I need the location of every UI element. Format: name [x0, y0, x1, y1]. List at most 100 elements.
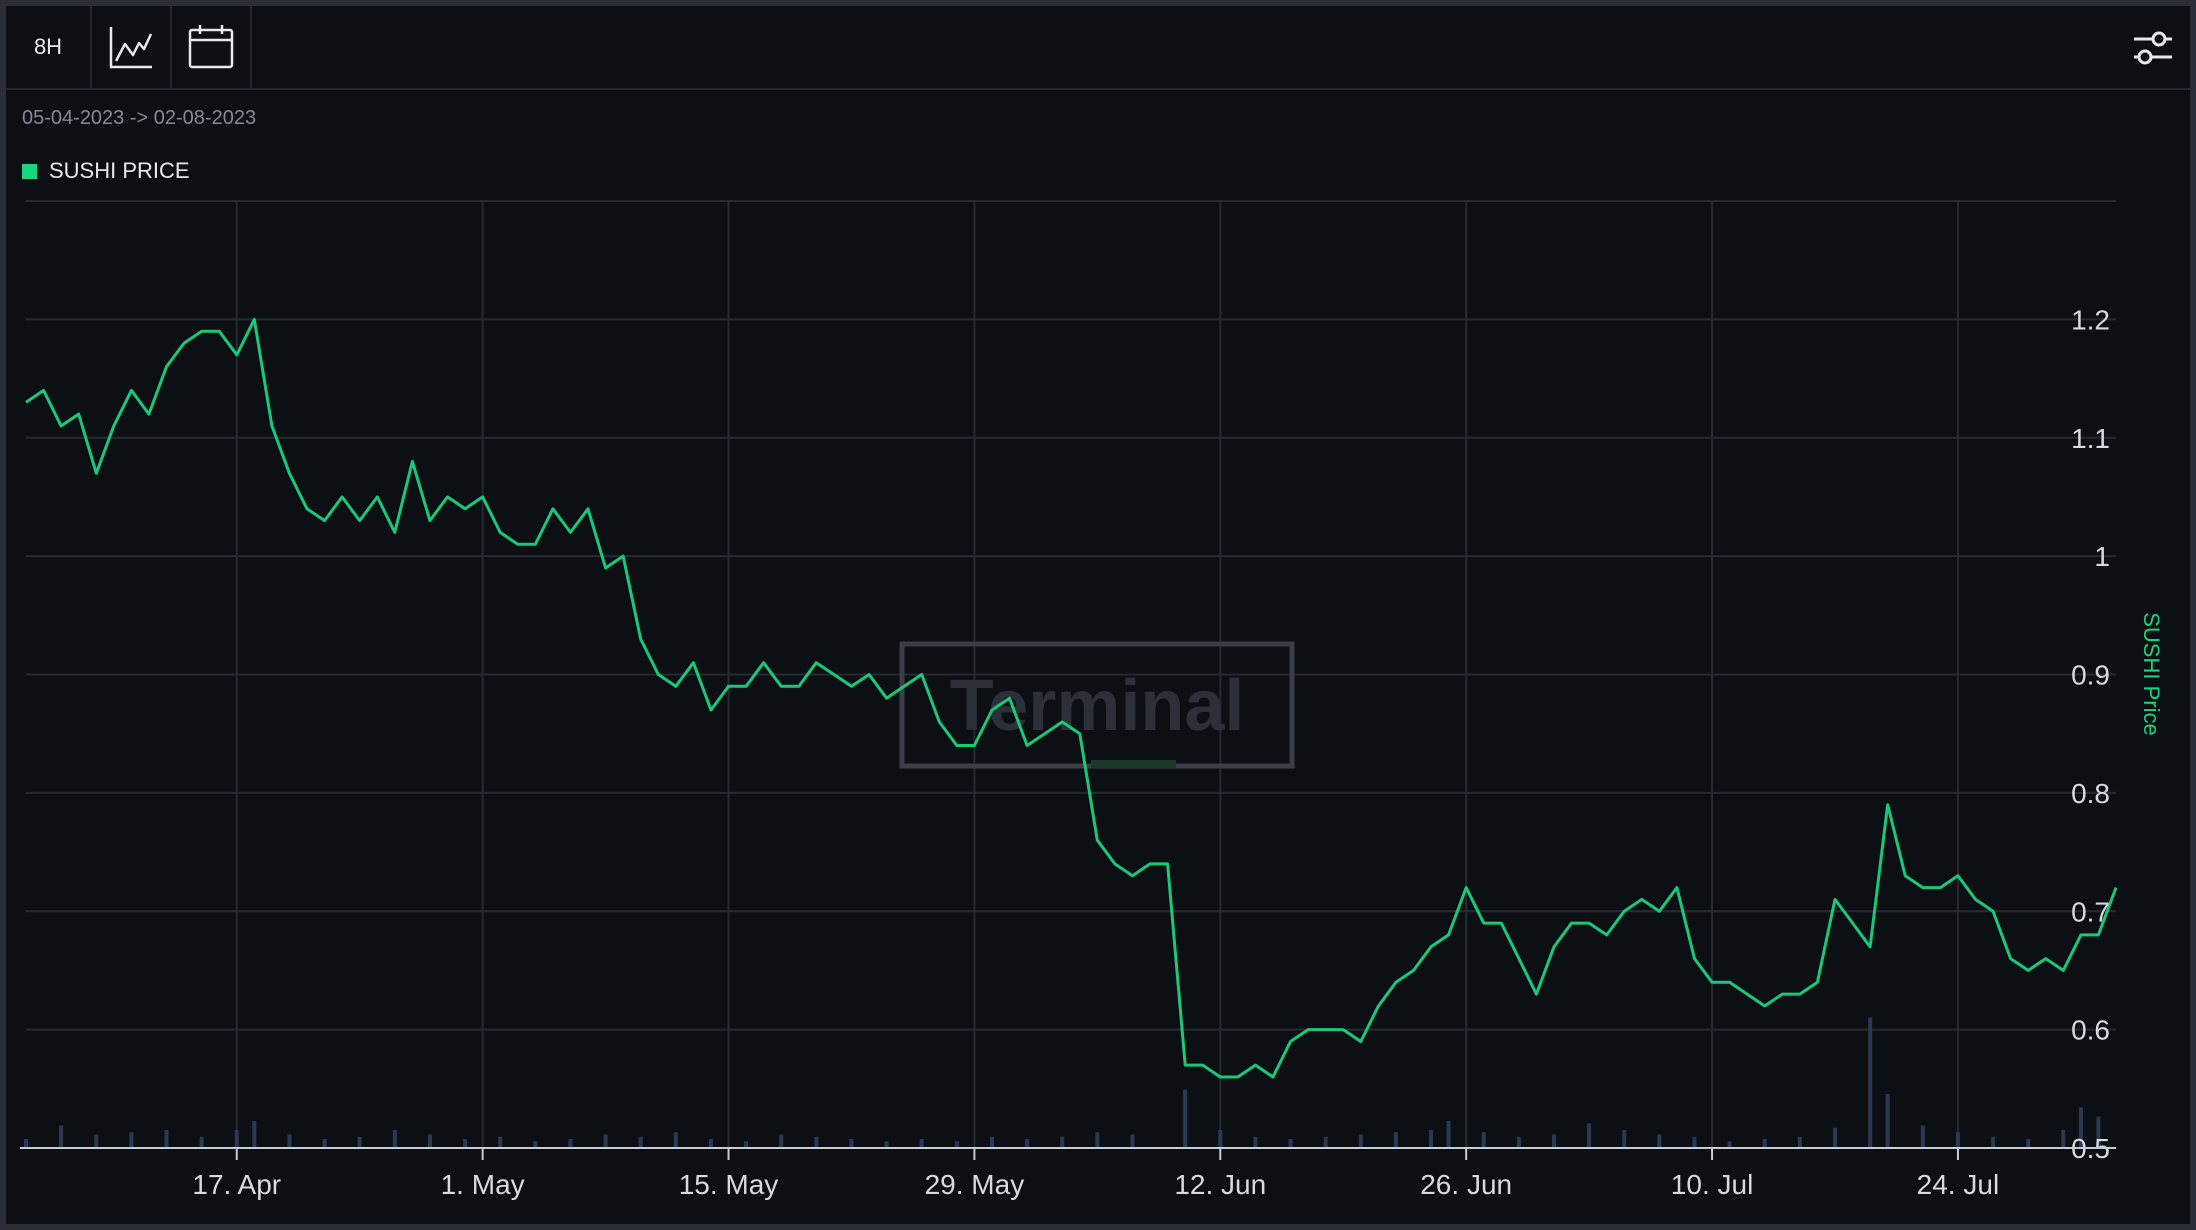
volume-bar: [1253, 1136, 1258, 1148]
volume-bar: [1955, 1132, 1960, 1148]
volume-bar: [322, 1139, 327, 1148]
x-tick-label: 12. Jun: [1174, 1169, 1266, 1200]
volume-bar: [1727, 1141, 1732, 1148]
interval-button[interactable]: 8H: [6, 6, 92, 88]
y-tick-label: 0.7: [2071, 896, 2110, 927]
price-line: [25, 317, 2118, 1079]
y-tick-label: 1.1: [2071, 423, 2110, 454]
volume-bar: [568, 1139, 573, 1148]
volume-bar: [849, 1139, 854, 1148]
legend-swatch: [22, 163, 37, 179]
volume-bar: [427, 1134, 432, 1148]
interval-label: 8H: [33, 34, 63, 59]
volume-bars: [24, 1017, 2101, 1148]
volume-bar: [1288, 1139, 1293, 1148]
chart-panel: 8H 05-04-2023 -> 02-08-2023: [6, 6, 2190, 1224]
volume-bar: [129, 1132, 134, 1148]
calendar-icon: [188, 25, 234, 69]
volume-bar: [1095, 1132, 1100, 1148]
x-tick-label: 24. Jul: [1917, 1169, 2000, 1200]
chart-toolbar: 8H: [6, 6, 2190, 90]
volume-bar: [357, 1136, 362, 1148]
volume-bar: [1832, 1127, 1837, 1148]
volume-bar: [1657, 1134, 1662, 1148]
y-tick-label: 0.9: [2071, 660, 2110, 691]
volume-bar: [199, 1136, 204, 1148]
volume-bar: [1920, 1125, 1925, 1148]
volume-bar: [1762, 1139, 1767, 1148]
volume-bar: [252, 1121, 257, 1148]
date-range-label: 05-04-2023 -> 02-08-2023: [22, 107, 257, 129]
volume-bar: [1481, 1132, 1486, 1148]
chart-settings-button[interactable]: [2132, 28, 2172, 68]
volume-bar: [1622, 1130, 1627, 1148]
y-tick-label: 0.6: [2071, 1015, 2110, 1046]
line-chart-icon: [109, 27, 153, 69]
volume-bar: [2078, 1107, 2083, 1148]
x-tick-label: 1. May: [441, 1169, 525, 1200]
volume-bar: [1060, 1136, 1065, 1148]
volume-bar: [638, 1136, 643, 1148]
price-line-layer: [25, 317, 2118, 1079]
y-tick-label: 0.8: [2071, 778, 2110, 809]
volume-bar: [463, 1139, 468, 1148]
chart-grid: [26, 200, 2116, 1148]
volume-bar: [779, 1134, 784, 1148]
sliders-icon: [2134, 31, 2172, 65]
volume-bar: [673, 1132, 678, 1148]
legend-label: SUSHI PRICE: [49, 158, 190, 183]
volume-bar: [234, 1130, 239, 1148]
volume-bar: [744, 1141, 749, 1148]
volume-bar: [392, 1130, 397, 1148]
volume-bar: [94, 1134, 99, 1148]
volume-bar: [1429, 1130, 1434, 1148]
volume-bar: [1323, 1136, 1328, 1148]
x-tick-label: 17. Apr: [192, 1169, 281, 1200]
volume-bar: [164, 1130, 169, 1148]
volume-bar: [1516, 1136, 1521, 1148]
x-tick-label: 10. Jul: [1671, 1169, 1754, 1200]
volume-bar: [603, 1134, 608, 1148]
volume-bar: [1692, 1136, 1697, 1148]
volume-bar: [954, 1141, 959, 1148]
volume-bar: [989, 1136, 994, 1148]
volume-bar: [1218, 1130, 1223, 1148]
volume-bar: [1393, 1132, 1398, 1148]
volume-bar: [1130, 1134, 1135, 1148]
watermark: Terminal: [899, 641, 1295, 769]
volume-bar: [2096, 1116, 2101, 1148]
volume-bar: [1587, 1123, 1592, 1148]
volume-bar: [498, 1136, 503, 1148]
volume-bar: [533, 1141, 538, 1148]
volume-bar: [814, 1136, 819, 1148]
chart-type-button[interactable]: [92, 6, 172, 88]
y-tick-label: 1: [2094, 541, 2110, 572]
volume-bar: [1551, 1134, 1556, 1148]
y-axis-label: SUSHI Price: [2139, 612, 2164, 735]
chart-legend[interactable]: SUSHI PRICE: [22, 158, 190, 184]
volume-bar: [708, 1139, 713, 1148]
volume-bar: [1183, 1089, 1188, 1148]
x-tick-label: 29. May: [925, 1169, 1025, 1200]
volume-bar: [1885, 1094, 1890, 1148]
x-tick-label: 26. Jun: [1420, 1169, 1512, 1200]
volume-bar: [1358, 1134, 1363, 1148]
x-axis: 17. Apr 1. May 15. May 29. May 12. Jun 26. Ju…: [20, 1147, 2116, 1200]
volume-bar: [287, 1134, 292, 1148]
watermark-accent: [1091, 760, 1176, 768]
y-tick-label: 1.2: [2071, 304, 2110, 335]
volume-bar: [884, 1141, 889, 1148]
volume-bar: [1868, 1017, 1873, 1148]
volume-bar: [2026, 1139, 2031, 1148]
volume-bar: [919, 1139, 924, 1148]
price-chart[interactable]: Terminal 0.50.60.70.80.911.11.2 17. Apr 1…: [6, 6, 2190, 1224]
volume-bar: [59, 1125, 64, 1148]
y-axis: 0.50.60.70.80.911.11.2: [2071, 304, 2110, 1164]
volume-bar: [2061, 1130, 2066, 1148]
volume-bar: [24, 1139, 28, 1148]
volume-bar: [1446, 1121, 1451, 1148]
volume-bar: [1025, 1139, 1030, 1148]
date-range-button[interactable]: [172, 6, 252, 88]
volume-bar: [1991, 1136, 1996, 1148]
volume-bar: [1797, 1136, 1802, 1148]
